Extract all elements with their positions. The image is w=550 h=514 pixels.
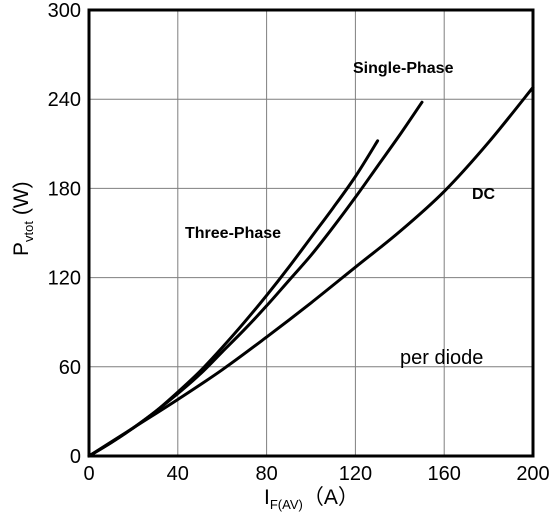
y-tick-label: 60 (59, 357, 81, 379)
y-tick-label: 0 (70, 446, 81, 468)
y-tick-label: 240 (48, 89, 81, 111)
curve-single-phase (87, 100, 424, 458)
x-tick-label: 80 (255, 463, 277, 485)
annotation-three-phase: Three-Phase (185, 225, 281, 242)
x-tick-label: 40 (167, 463, 189, 485)
annotation-single-phase: Single-Phase (353, 60, 454, 77)
annotation-dc: DC (472, 186, 496, 203)
x-tick-label: 120 (339, 463, 372, 485)
x-tick-label: 0 (83, 463, 94, 485)
y-tick-label: 300 (48, 0, 81, 22)
curve-dc (87, 85, 535, 458)
x-tick-label: 160 (428, 463, 461, 485)
y-tick-label: 180 (48, 178, 81, 200)
tick-labels: 0 40 80 120 160 200 0 60 120 180 240 300 (48, 0, 550, 485)
y-axis-label-sub: vtot (21, 221, 36, 242)
y-axis-label: Pvtot (W) (10, 181, 36, 256)
x-axis-label-main: I (264, 486, 270, 509)
plot-frame (87, 8, 535, 458)
x-tick-label: 200 (516, 463, 549, 485)
x-axis-label: IF(AV)（A） (264, 486, 359, 512)
x-axis-label-unit: （A） (303, 486, 359, 509)
curves (87, 85, 535, 458)
y-axis-label-main: P (10, 242, 33, 256)
y-tick-label: 120 (48, 268, 81, 290)
y-axis-label-unit: (W) (10, 181, 33, 221)
annotation-per-diode: per diode (400, 347, 483, 369)
grid (89, 10, 533, 456)
x-axis-label-sub: F(AV) (270, 497, 303, 512)
